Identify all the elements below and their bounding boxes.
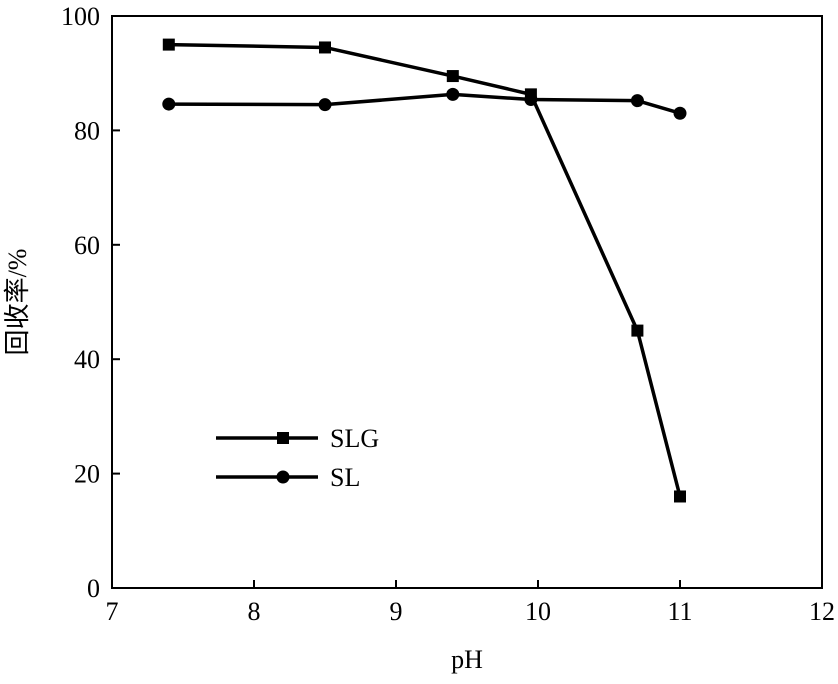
series-line <box>168 92 681 115</box>
x-axis: 7 8 9 10 11 12 <box>106 580 835 626</box>
x-tick-label: 10 <box>525 597 551 626</box>
x-tick-label: 11 <box>667 597 692 626</box>
y-tick-label: 20 <box>74 460 100 489</box>
legend-label: SLG <box>330 424 379 453</box>
legend: SLG SL <box>216 424 379 492</box>
series-line <box>168 42 682 497</box>
plot-border <box>111 15 823 589</box>
legend-marker-circle <box>276 470 290 484</box>
series-layer <box>162 38 687 503</box>
y-axis-label: 回收率/% <box>3 249 32 356</box>
data-point-circle <box>630 94 644 108</box>
data-point-square <box>162 38 175 51</box>
x-tick-label: 8 <box>248 597 261 626</box>
y-tick-label: 80 <box>74 116 100 145</box>
plot-area <box>111 15 823 589</box>
y-tick-label: 0 <box>87 574 100 603</box>
data-point-circle <box>318 98 332 112</box>
data-point-square <box>674 490 686 503</box>
x-axis-label: pH <box>451 645 483 674</box>
x-tick-label: 12 <box>809 597 835 626</box>
series-slg <box>162 38 686 503</box>
data-point-circle <box>446 87 460 101</box>
data-point-square <box>446 70 459 83</box>
y-tick-label: 40 <box>74 345 100 374</box>
data-point-circle <box>524 93 538 107</box>
data-point-square <box>631 324 644 337</box>
legend-label: SL <box>330 463 360 492</box>
series-sl <box>162 87 687 120</box>
y-axis: 0 20 40 60 80 100 <box>61 2 120 603</box>
x-tick-label: 7 <box>106 597 119 626</box>
data-point-circle <box>162 97 176 111</box>
x-tick-label: 9 <box>390 597 403 626</box>
y-tick-label: 100 <box>61 2 100 31</box>
y-tick-label: 60 <box>74 231 100 260</box>
legend-marker-square <box>277 432 289 444</box>
data-point-square <box>319 41 331 54</box>
data-point-circle <box>673 106 687 120</box>
